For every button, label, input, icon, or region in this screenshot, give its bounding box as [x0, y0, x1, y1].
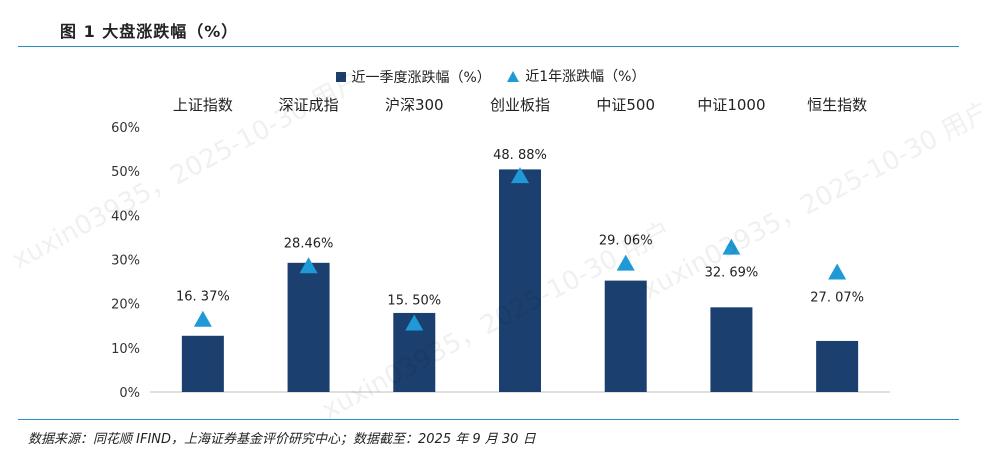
year-marker [511, 167, 529, 184]
legend-item-year: 近1年涨跌幅（%） [507, 66, 645, 86]
bar [816, 340, 859, 392]
category-label: 中证1000 [697, 96, 765, 114]
data-label: 48. 88% [493, 148, 547, 163]
legend-label-year: 近1年涨跌幅（%） [525, 69, 646, 85]
figure-title: 图 1 大盘涨跌幅（%） [60, 22, 239, 41]
category-label: 沪深300 [385, 96, 444, 114]
data-label: 32. 69% [705, 266, 759, 281]
y-tick-label: 50% [111, 165, 140, 180]
bar [181, 335, 224, 392]
category-label: 创业板指 [490, 96, 550, 114]
data-label: 28.46% [284, 236, 334, 251]
bar [604, 280, 647, 392]
legend-label-quarter: 近一季度涨跌幅（%） [351, 69, 491, 86]
year-marker [405, 314, 424, 331]
category-label: 深证成指 [279, 96, 339, 114]
y-tick-label: 40% [111, 209, 140, 224]
bar [499, 169, 541, 392]
year-marker [722, 238, 741, 255]
y-tick-label: 0% [119, 386, 140, 401]
category-label: 恒生指数 [807, 96, 867, 114]
year-marker [616, 254, 635, 271]
data-label: 29. 06% [599, 234, 653, 249]
data-label: 16. 37% [176, 290, 230, 305]
y-tick-label: 20% [111, 298, 140, 313]
category-label: 中证500 [596, 96, 655, 114]
y-tick-label: 30% [111, 254, 140, 269]
source-note: 数据来源：同花顺 IFIND，上海证券基金评价研究中心；数据截至：2025 年 … [28, 432, 536, 447]
data-label: 27. 07% [810, 290, 864, 305]
legend-triangle-swatch [507, 70, 520, 82]
legend-bar-swatch [335, 71, 346, 82]
year-marker [299, 257, 318, 274]
year-marker [193, 310, 212, 327]
category-label: 上证指数 [173, 96, 233, 114]
y-tick-label: 10% [111, 342, 140, 357]
bar [287, 262, 330, 392]
bottom-rule [18, 419, 959, 420]
chart-legend: 近一季度涨跌幅（%） 近1年涨跌幅（%） [0, 66, 981, 87]
data-label: 15. 50% [387, 294, 441, 309]
top-rule [18, 46, 959, 47]
year-marker [828, 263, 847, 280]
legend-item-quarter: 近一季度涨跌幅（%） [335, 67, 491, 87]
y-tick-label: 60% [111, 121, 140, 136]
bar [710, 307, 753, 392]
